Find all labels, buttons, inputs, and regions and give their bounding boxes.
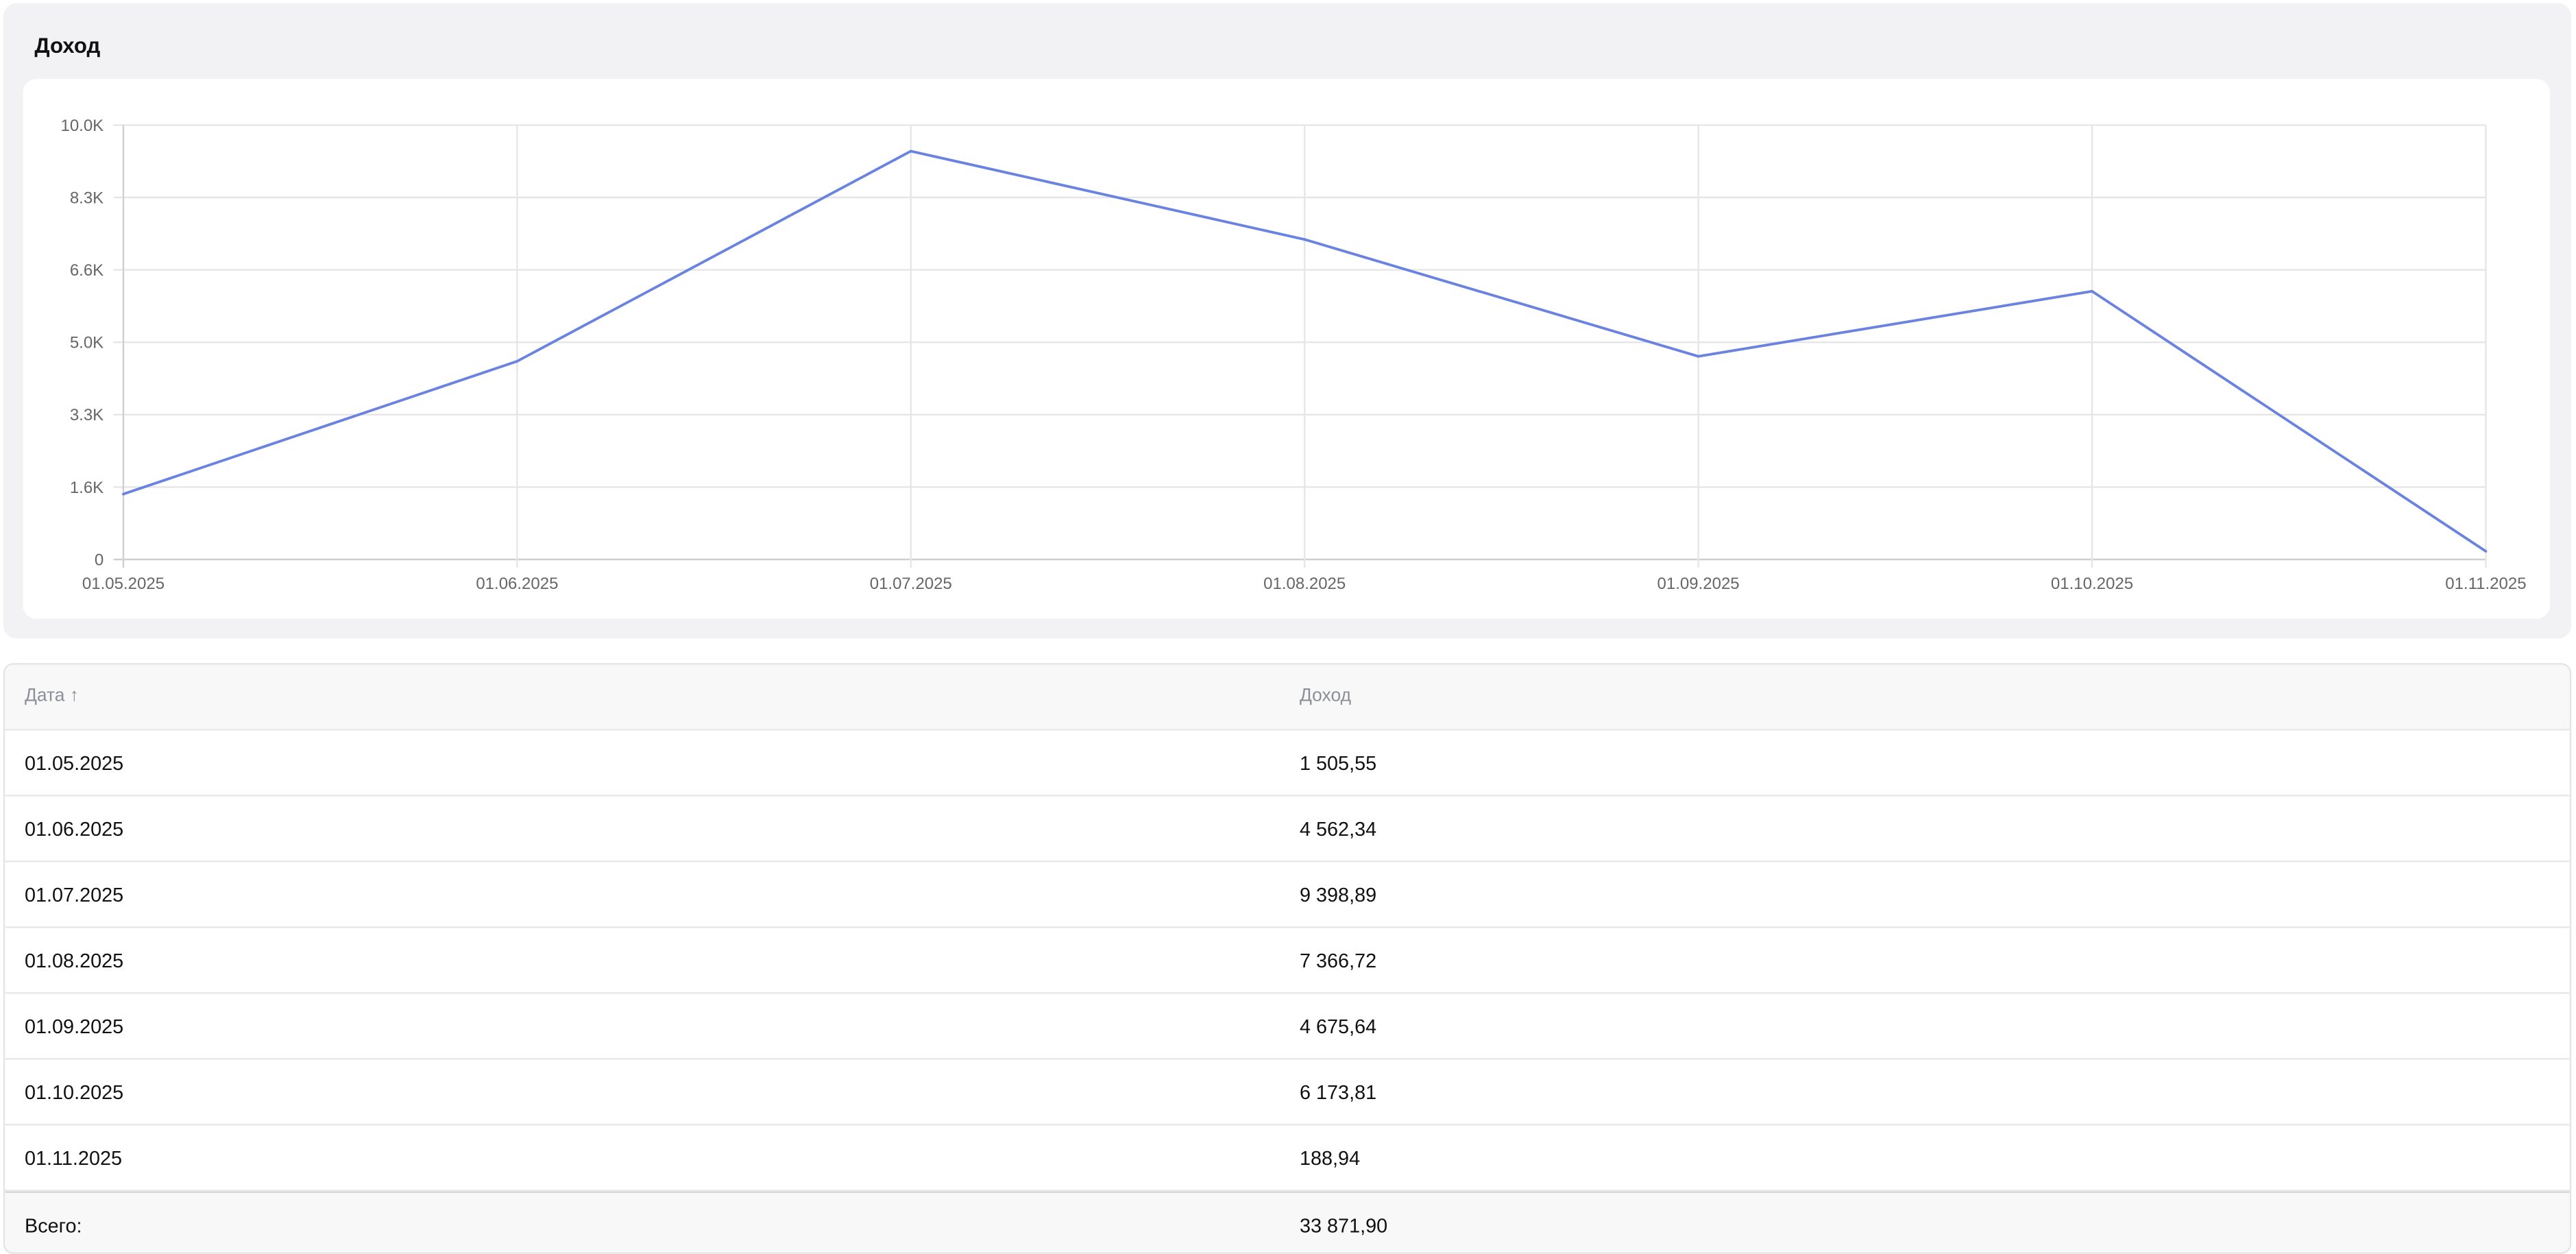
x-tick-label: 01.10.2025 [2051,575,2133,593]
table-footer-total: Всего: 33 871,90 [5,1191,2570,1253]
cell-income: 9 398,89 [1300,883,1377,907]
cell-income: 6 173,81 [1300,1081,1377,1105]
income-panel: Доход 0 1.6K 3.3K 5.0K 6.6K 8.3K 10.0K 01.05.20… [3,3,2572,639]
table-row: 01.07.2025 9 398,89 [5,863,2570,928]
cell-income: 4 675,64 [1300,1015,1377,1039]
x-tick-label: 01.07.2025 [870,575,952,593]
y-tick-label: 0 [95,551,104,569]
total-value: 33 871,90 [1300,1214,1388,1238]
income-line-chart: 0 1.6K 3.3K 5.0K 6.6K 8.3K 10.0K 01.05.2025 01.0… [60,117,2526,593]
cell-date: 01.07.2025 [25,883,124,907]
cell-income: 188,94 [1300,1146,1361,1170]
y-tick-label: 8.3K [70,189,104,207]
cell-income: 7 366,72 [1300,949,1377,973]
x-tick-label: 01.11.2025 [2445,575,2526,593]
cell-date: 01.05.2025 [25,751,124,775]
data-point [909,149,912,153]
chart-card: 0 1.6K 3.3K 5.0K 6.6K 8.3K 10.0K 01.05.2025 01.0… [23,79,2551,619]
x-tick-label: 01.05.2025 [82,575,165,593]
table-row: 01.10.2025 6 173,81 [5,1060,2570,1126]
cell-income: 1 505,55 [1300,751,1377,775]
panel-title: Доход [34,33,101,58]
column-header-income[interactable]: Доход [1300,686,1352,706]
y-tick-label: 6.6K [70,261,104,280]
table-header: Дата ↑ Доход [5,664,2570,731]
x-tick-label: 01.09.2025 [1657,575,1740,593]
table-row: 01.09.2025 4 675,64 [5,994,2570,1060]
y-tick-label: 5.0K [70,334,104,352]
x-tick-label: 01.08.2025 [1263,575,1346,593]
cell-date: 01.08.2025 [25,949,124,973]
table-row: 01.05.2025 1 505,55 [5,731,2570,797]
data-point [122,492,125,496]
table-row: 01.06.2025 4 562,34 [5,797,2570,863]
data-point [1303,238,1307,241]
cell-date: 01.06.2025 [25,817,124,841]
y-tick-label: 10.0K [60,117,104,135]
x-tick-label: 01.06.2025 [476,575,558,593]
cell-date: 01.11.2025 [25,1146,123,1170]
cell-income: 4 562,34 [1300,817,1377,841]
cell-date: 01.09.2025 [25,1015,124,1039]
data-point [2484,550,2488,553]
table-row: 01.08.2025 7 366,72 [5,928,2570,994]
total-label: Всего: [25,1214,82,1238]
y-tick-label: 1.6K [70,479,104,497]
y-tick-label: 3.3K [70,406,104,424]
data-point [515,360,519,363]
data-point [2091,289,2093,293]
data-point [1697,354,1700,358]
cell-date: 01.10.2025 [25,1081,124,1105]
table-row: 01.11.2025 188,94 [5,1126,2570,1192]
income-table: Дата ↑ Доход 01.05.2025 1 505,55 01.06.202… [3,663,2572,1254]
column-header-date[interactable]: Дата ↑ [25,686,80,706]
